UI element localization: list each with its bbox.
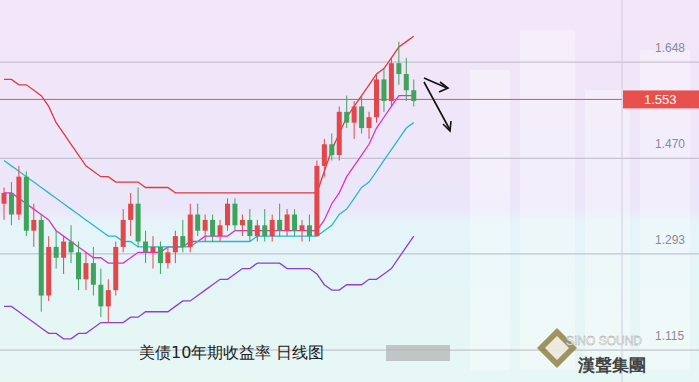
- candle-body: [9, 193, 14, 215]
- grid-line: [0, 253, 699, 254]
- candle-body: [285, 215, 290, 231]
- candle-body: [121, 220, 126, 247]
- candle-body: [2, 193, 7, 204]
- background-decoration: [470, 30, 690, 370]
- candle-body: [404, 74, 409, 90]
- candle-body: [262, 225, 267, 236]
- decoration: [470, 70, 510, 370]
- candle-body: [300, 225, 305, 230]
- background: [0, 0, 699, 382]
- candle-body: [232, 204, 237, 226]
- candle-wick: [346, 96, 347, 128]
- candle-body: [24, 177, 29, 231]
- candle-body: [158, 247, 163, 263]
- candle-body: [337, 112, 342, 155]
- candle-body: [39, 220, 44, 296]
- candle-body: [329, 144, 334, 155]
- candle-body: [367, 117, 372, 128]
- candle-body: [69, 242, 74, 253]
- candle-body: [277, 220, 282, 231]
- indicator-line: [4, 96, 414, 263]
- grid-line: [0, 158, 699, 159]
- candle-body: [225, 204, 230, 226]
- title: 美债10年期收益率 日线图: [139, 343, 324, 362]
- candle-body: [113, 247, 118, 290]
- indicator-line: [4, 123, 414, 247]
- last-value-line: [0, 99, 622, 100]
- candle-body: [165, 252, 170, 263]
- last-value-tag: [623, 90, 699, 108]
- tick-label: 1.293: [655, 233, 685, 247]
- tick-label: 1.115: [655, 329, 684, 343]
- candle-body: [128, 204, 133, 220]
- watermark: SINO SOUND: [566, 334, 642, 348]
- candle-body: [195, 215, 200, 231]
- candle-body: [136, 204, 141, 242]
- candle-body: [76, 252, 81, 279]
- candle-body: [203, 220, 208, 231]
- candle-body: [411, 90, 416, 101]
- candle-body: [218, 225, 223, 236]
- chart: 1.115 1.293 1.470 1.648 1.553 美债10年期收益率 日线图 SI…: [0, 0, 699, 382]
- candle-body: [16, 177, 21, 215]
- candle-body: [188, 215, 193, 247]
- candle-body: [255, 225, 260, 236]
- candle-body: [270, 220, 275, 236]
- candle-body: [381, 79, 386, 101]
- candle-body: [247, 220, 252, 236]
- decoration: [520, 30, 575, 370]
- grid-line: [0, 62, 699, 63]
- candle-body: [396, 63, 401, 74]
- candle-body: [151, 247, 156, 252]
- candle-body: [91, 263, 96, 285]
- candle-body: [359, 106, 364, 128]
- arrows: [424, 78, 451, 131]
- arrow: [424, 82, 450, 130]
- watermark: 漢聲集團: [577, 355, 646, 375]
- tick-label: 1.470: [655, 137, 685, 151]
- candle-body: [83, 263, 88, 279]
- axis-line: [622, 0, 623, 382]
- decoration: [585, 90, 630, 370]
- grid-line: [0, 350, 699, 351]
- candle-body: [389, 63, 394, 101]
- candle-body: [31, 220, 36, 231]
- candle-body: [46, 247, 51, 296]
- last-value-label: 1.553: [644, 92, 677, 107]
- candle-body: [106, 290, 111, 306]
- candle-body: [210, 220, 215, 236]
- arrow: [424, 78, 447, 88]
- blurred-box: [386, 345, 450, 361]
- candle-body: [54, 247, 59, 258]
- candle-body: [98, 285, 103, 307]
- candle-body: [180, 236, 185, 247]
- candle-body: [344, 112, 349, 123]
- indicator-line: [4, 236, 414, 339]
- candle-body: [292, 215, 297, 231]
- candle-body: [374, 79, 379, 117]
- candle-body: [173, 236, 178, 252]
- candle-body: [240, 220, 245, 225]
- plot-area: [2, 36, 417, 339]
- tick-label: 1.648: [655, 41, 685, 55]
- candle-body: [352, 106, 357, 122]
- candle-body: [322, 144, 327, 166]
- arrow-head: [439, 82, 448, 92]
- arrow-head: [443, 121, 451, 131]
- candle-body: [314, 166, 319, 236]
- candle-body: [61, 242, 66, 258]
- candle-body: [307, 225, 312, 236]
- candle-body: [143, 242, 148, 253]
